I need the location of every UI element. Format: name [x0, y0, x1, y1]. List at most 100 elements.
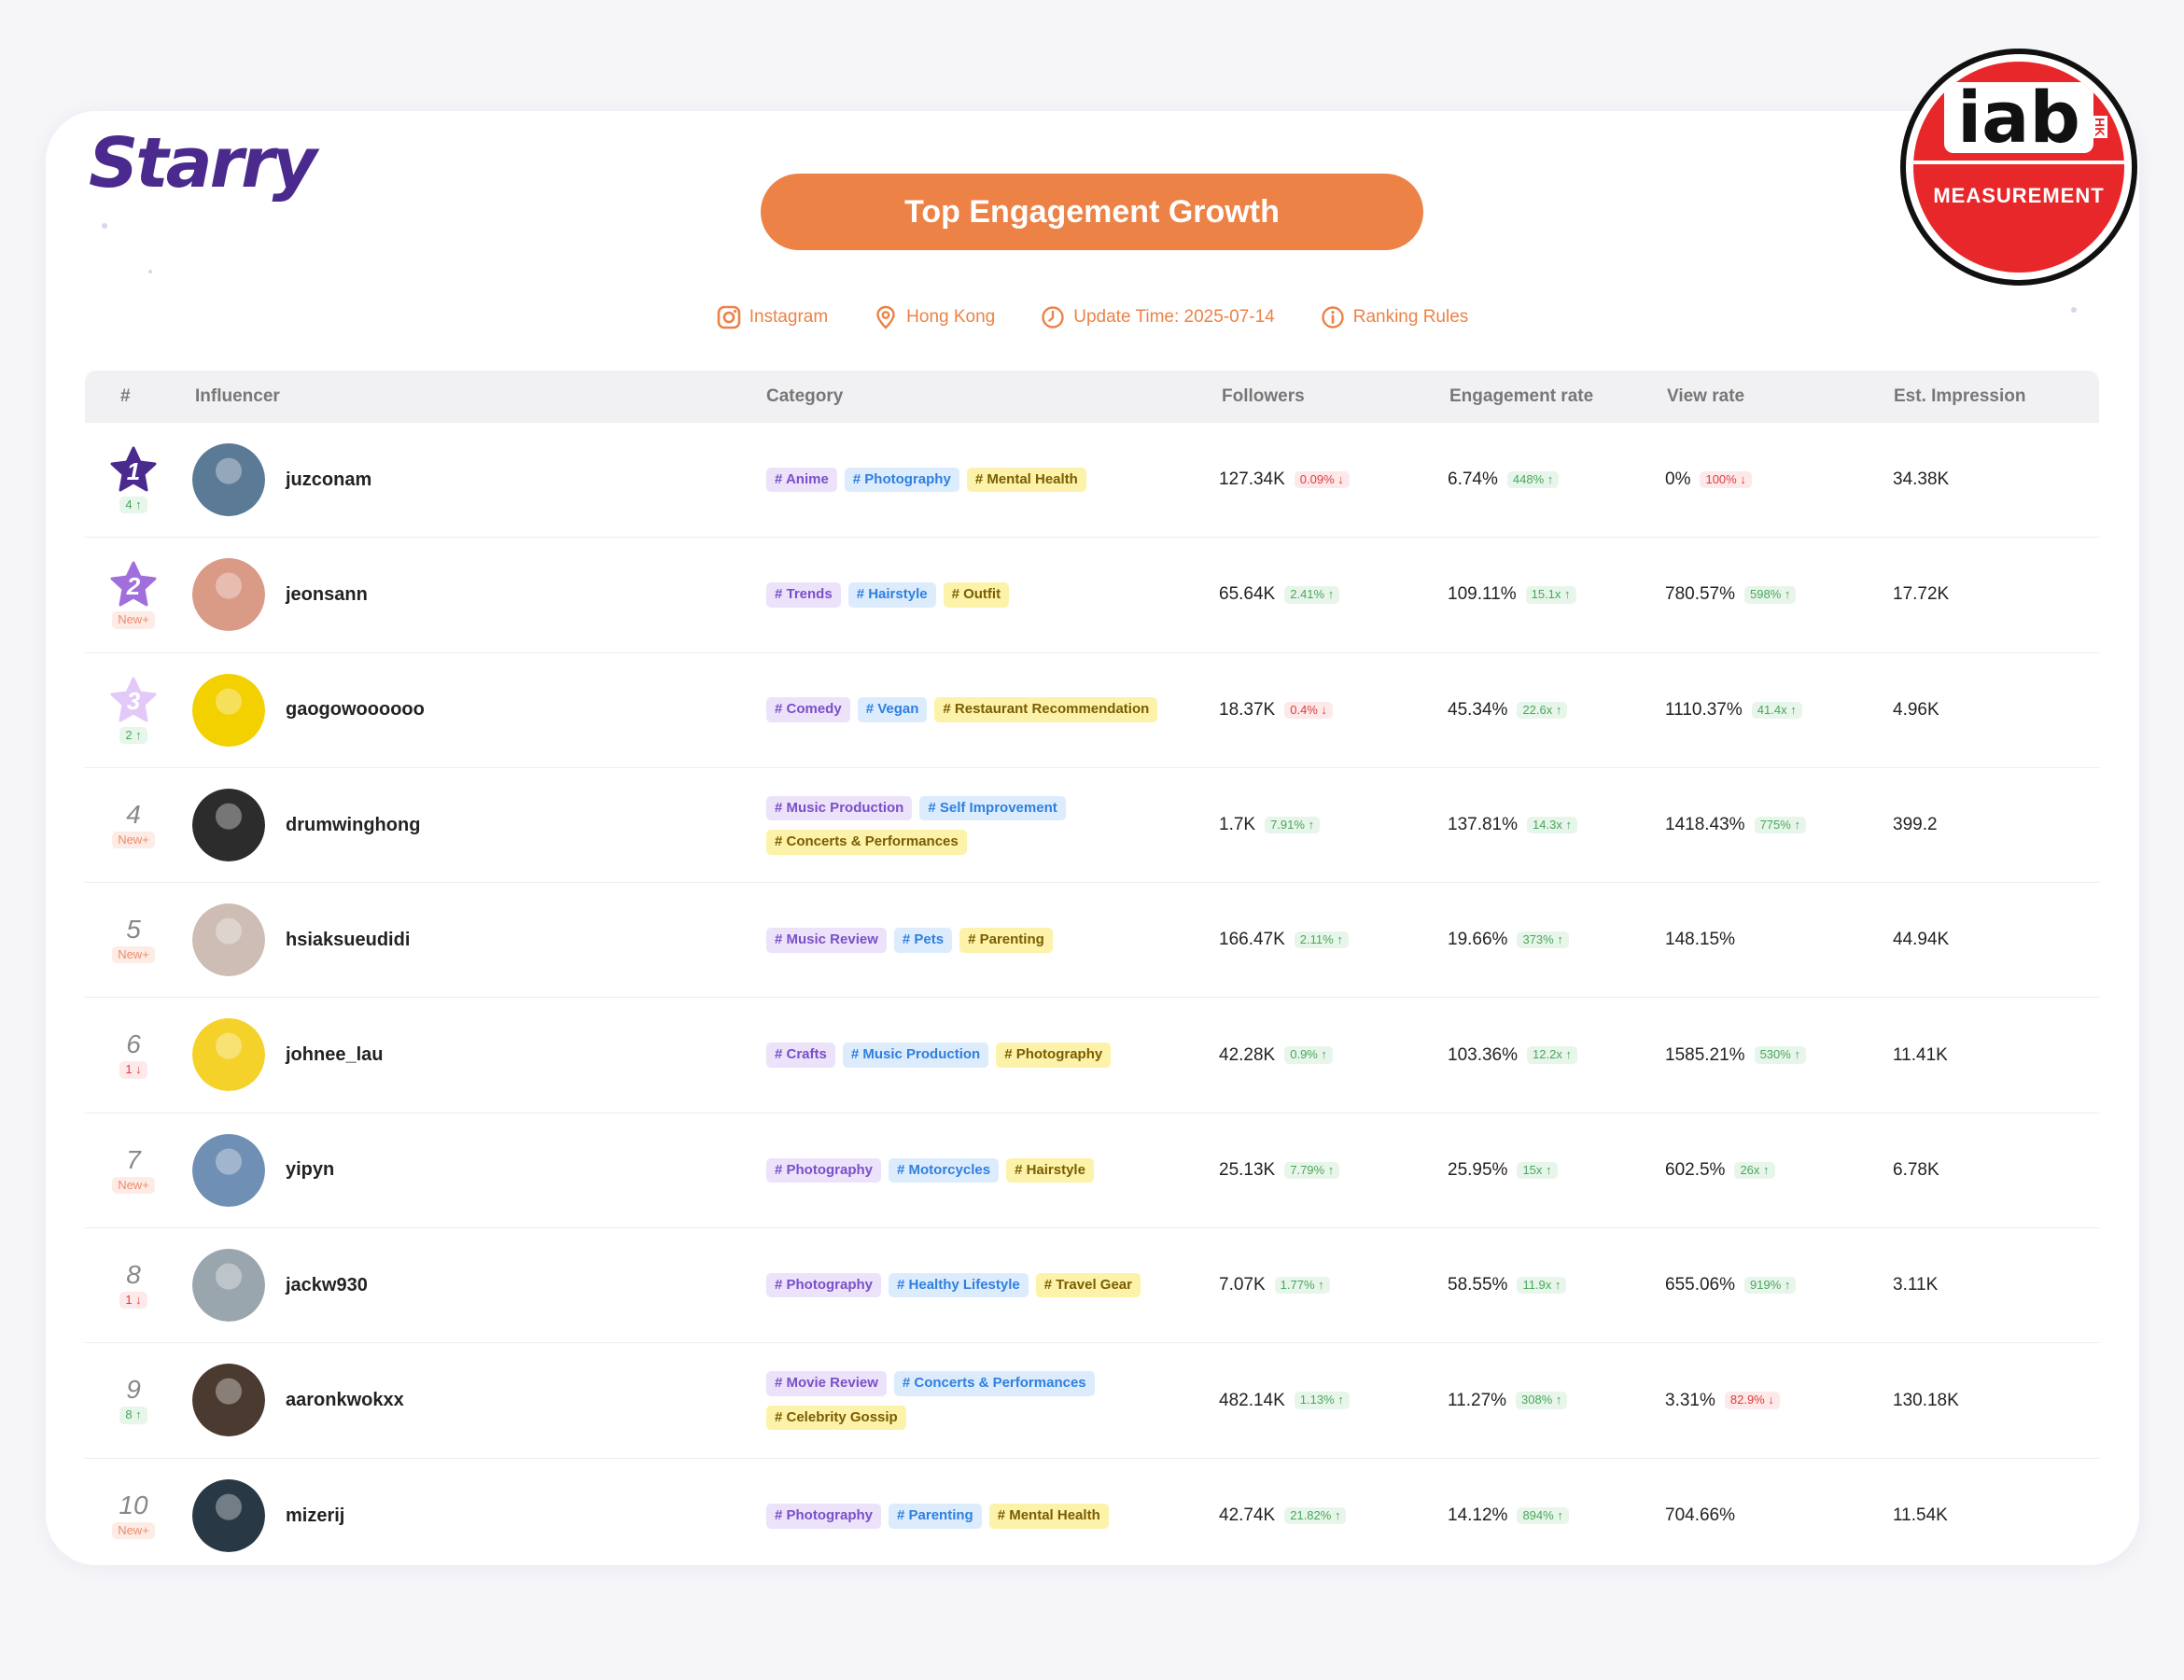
impression-value: 130.18K: [1893, 1390, 1959, 1410]
impression-value: 44.94K: [1893, 930, 1950, 950]
view-change-value: 82.9%: [1729, 1393, 1765, 1407]
category-tag[interactable]: # Crafts: [766, 1043, 835, 1068]
impression-value: 11.54K: [1893, 1505, 1948, 1526]
table-row[interactable]: 5 New+ hsiaksueudidi # Music Review # Pets # …: [85, 883, 2099, 999]
update-time: Update Time: 2025-07-14: [1040, 304, 1275, 330]
category-tag[interactable]: # Comedy: [766, 697, 850, 722]
est-impression-cell: 34.38K: [1893, 423, 1949, 537]
engagement-rate-cell: 103.36% 12.2x ↑: [1448, 998, 1577, 1112]
rank-cell: 4 New+: [107, 768, 160, 882]
influencer-name[interactable]: hsiaksueudidi: [286, 929, 411, 950]
influencer-name[interactable]: juzconam: [286, 469, 372, 490]
header-est-impression[interactable]: Est. Impression: [1894, 386, 2026, 406]
category-tag[interactable]: # Anime: [766, 467, 837, 493]
category-tag[interactable]: # Vegan: [857, 697, 928, 722]
influencer-name[interactable]: jeonsann: [286, 583, 368, 605]
header-view-rate[interactable]: View rate: [1667, 386, 1745, 406]
table-row[interactable]: 2 New+ jeonsann # Trends # Hairstyle # Outfit…: [85, 538, 2099, 653]
avatar[interactable]: [192, 673, 265, 747]
category-tag[interactable]: # Music Production: [842, 1043, 989, 1068]
category-tag[interactable]: # Music Production: [766, 795, 913, 821]
est-impression-cell: 11.54K: [1893, 1459, 1948, 1574]
followers-change-badge: 0.9% ↑: [1284, 1046, 1333, 1064]
avatar[interactable]: [192, 1133, 265, 1207]
avatar[interactable]: [192, 1018, 265, 1092]
rank-change-value: New: [118, 1523, 143, 1538]
rank-change-badge: 8 ↑: [119, 1407, 147, 1424]
header-followers[interactable]: Followers: [1222, 386, 1305, 406]
ranking-rules-link[interactable]: Ranking Rules: [1320, 304, 1468, 330]
avatar-image: [192, 558, 265, 632]
iab-badge-hk: HK: [2093, 116, 2107, 139]
followers-change-value: 2.11%: [1299, 932, 1334, 947]
category-tag[interactable]: # Travel Gear: [1035, 1272, 1141, 1298]
category-tag[interactable]: # Mental Health: [966, 467, 1086, 493]
followers-change-value: 0.09%: [1299, 472, 1335, 486]
avatar[interactable]: [192, 903, 265, 977]
influencer-name[interactable]: jackw930: [286, 1274, 368, 1295]
avatar[interactable]: [192, 443, 265, 516]
impression-value: 34.38K: [1893, 469, 1950, 490]
category-tag[interactable]: # Hairstyle: [1006, 1157, 1094, 1183]
region-filter[interactable]: Hong Kong: [873, 304, 995, 330]
category-tag[interactable]: # Self Improvement: [919, 795, 1066, 821]
rank-change-value: New: [118, 612, 143, 627]
influencer-name[interactable]: yipyn: [286, 1159, 335, 1181]
rank-change-badge: New+: [112, 831, 155, 849]
header-category: Category: [766, 386, 844, 406]
influencer-name[interactable]: aaronkwokxx: [286, 1390, 404, 1411]
followers-cell: 25.13K 7.79% ↑: [1219, 1113, 1340, 1227]
category-tag[interactable]: # Outfit: [943, 582, 1010, 608]
category-tag[interactable]: # Motorcycles: [889, 1157, 1000, 1183]
table-row[interactable]: 9 8 ↑ aaronkwokxx # Movie Review # Concerts …: [85, 1343, 2099, 1459]
category-tag[interactable]: # Parenting: [959, 928, 1053, 953]
followers-value: 65.64K: [1219, 584, 1276, 605]
category-tag[interactable]: # Restaurant Recommendation: [934, 697, 1158, 722]
iab-measurement-badge: iab HK MEASUREMENT: [1900, 49, 2137, 286]
category-tag[interactable]: # Mental Health: [988, 1504, 1109, 1529]
category-tag[interactable]: # Hairstyle: [847, 582, 936, 608]
header-engagement-rate[interactable]: Engagement rate: [1449, 386, 1594, 406]
avatar[interactable]: [192, 1249, 265, 1323]
table-row[interactable]: 1 4 ↑ juzconam # Anime # Photography # Mental…: [85, 423, 2099, 539]
rank-star-icon: 3: [109, 677, 158, 723]
instagram-icon: [717, 305, 740, 329]
table-row[interactable]: 7 New+ yipyn # Photography # Motorcycles # Ha…: [85, 1113, 2099, 1229]
category-tag[interactable]: # Photography: [766, 1504, 882, 1529]
avatar[interactable]: [192, 1364, 265, 1437]
table-row[interactable]: 6 1 ↓ johnee_lau # Crafts # Music Production…: [85, 998, 2099, 1113]
engagement-rate-cell: 109.11% 15.1x ↑: [1448, 538, 1576, 651]
category-tag[interactable]: # Photography: [766, 1272, 882, 1298]
table-row[interactable]: 4 New+ drumwinghong # Music Production # Sel…: [85, 768, 2099, 884]
category-tags: # Photography # Healthy Lifestyle # Travel…: [766, 1228, 1196, 1342]
table-row[interactable]: 3 2 ↑ gaogowoooooo # Comedy # Vegan # Restaur…: [85, 653, 2099, 768]
engagement-change-value: 14.3x: [1533, 817, 1562, 832]
engagement-rate-cell: 11.27% 308% ↑: [1448, 1343, 1568, 1457]
category-tag[interactable]: # Photography: [844, 467, 959, 493]
category-tag[interactable]: # Concerts & Performances: [893, 1371, 1095, 1396]
table-row[interactable]: 8 1 ↓ jackw930 # Photography # Healthy Lifes…: [85, 1228, 2099, 1344]
category-tag[interactable]: # Movie Review: [766, 1371, 887, 1396]
category-tag[interactable]: # Healthy Lifestyle: [889, 1272, 1029, 1298]
category-tag[interactable]: # Photography: [996, 1043, 1112, 1068]
avatar[interactable]: [192, 558, 265, 632]
influencer-name[interactable]: gaogowoooooo: [286, 699, 425, 721]
platform-filter[interactable]: Instagram: [716, 304, 828, 330]
category-tags: # Crafts # Music Production # Photography: [766, 998, 1196, 1112]
influencer-name[interactable]: johnee_lau: [286, 1044, 384, 1066]
category-tag[interactable]: # Pets: [893, 928, 953, 953]
category-tag[interactable]: # Trends: [766, 582, 841, 608]
table-row[interactable]: 10 New+ mizerij # Photography # Parenting # M…: [85, 1459, 2099, 1574]
avatar[interactable]: [192, 788, 265, 861]
category-tag[interactable]: # Concerts & Performances: [766, 830, 967, 855]
category-tag[interactable]: # Photography: [766, 1157, 882, 1183]
category-tag[interactable]: # Parenting: [889, 1504, 982, 1529]
followers-value: 127.34K: [1219, 469, 1285, 490]
view-value: 655.06%: [1665, 1275, 1736, 1295]
influencer-name[interactable]: drumwinghong: [286, 814, 421, 835]
category-tag[interactable]: # Celebrity Gossip: [766, 1405, 906, 1431]
avatar[interactable]: [192, 1478, 265, 1552]
category-tag[interactable]: # Music Review: [766, 928, 887, 953]
influencer-name[interactable]: mizerij: [286, 1505, 345, 1526]
view-value: 1110.37%: [1665, 699, 1743, 720]
